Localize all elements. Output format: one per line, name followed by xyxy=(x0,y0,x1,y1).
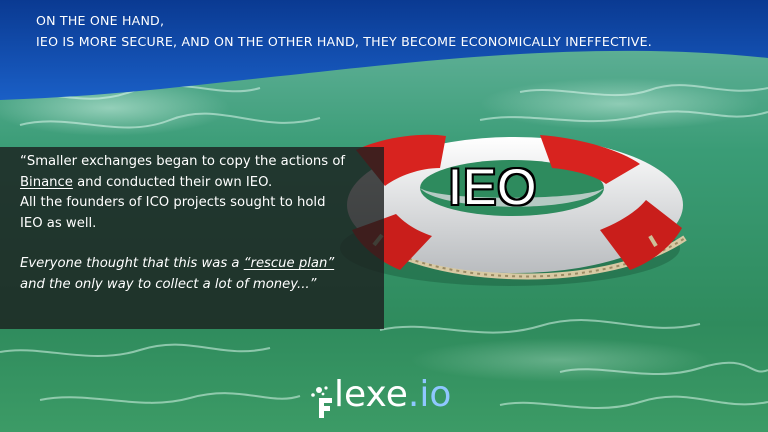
quote-line-1: “Smaller exchanges began to copy the act… xyxy=(20,154,346,169)
heading-line-1: ON THE ONE HAND, xyxy=(36,13,165,28)
quote-line-3: All the founders of ICO projects sought … xyxy=(20,195,326,211)
ieo-label: IEO xyxy=(448,159,538,215)
quote-line-4: IEO as well. xyxy=(20,215,97,231)
logo-wordmark: lexe.io xyxy=(334,374,451,415)
quote-line-5: Everyone thought that this was a xyxy=(20,256,244,272)
heading-line-2: IEO IS MORE SECURE, AND ON THE OTHER HAN… xyxy=(36,34,652,49)
quote-text: “Smaller exchanges began to copy the act… xyxy=(20,152,370,296)
logo-f-icon xyxy=(311,386,332,418)
logo-word: lexe xyxy=(334,374,408,415)
flexe-logo: lexe.io xyxy=(300,368,480,424)
quote-line-6: and the only way to collect a lot of mon… xyxy=(20,276,317,292)
binance-link[interactable]: Binance xyxy=(20,174,73,190)
rescue-plan-link[interactable]: “rescue plan” xyxy=(243,256,335,272)
logo-tld: .io xyxy=(407,374,452,415)
slide-heading: ON THE ONE HAND, IEO IS MORE SECURE, AND… xyxy=(36,10,652,52)
quote-panel xyxy=(0,147,384,329)
quote-line-2: and conducted their own IEO. xyxy=(72,174,273,190)
